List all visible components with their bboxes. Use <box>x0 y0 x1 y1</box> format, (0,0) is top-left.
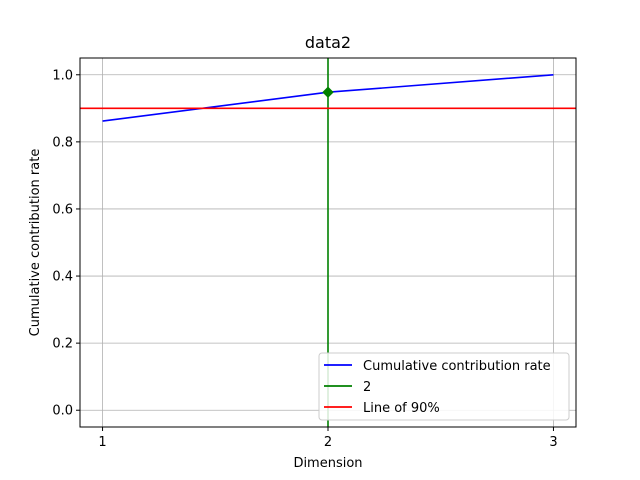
y-tick-label: 0.2 <box>52 337 73 352</box>
ticks: 0.0 0.2 0.4 0.6 0.8 1.0 1 2 3 <box>52 68 557 450</box>
chart-title: data2 <box>305 33 351 52</box>
y-tick-label: 0.0 <box>52 404 73 419</box>
y-tick-label: 0.6 <box>52 202 73 217</box>
y-axis-label: Cumulative contribution rate <box>28 149 43 337</box>
x-tick-label: 3 <box>549 435 557 450</box>
legend-entry-label: Cumulative contribution rate <box>363 359 551 374</box>
y-tick-label: 0.4 <box>52 270 73 285</box>
y-tick-label: 1.0 <box>52 68 73 83</box>
marker-diamond <box>322 86 334 98</box>
y-tick-label: 0.8 <box>52 135 73 150</box>
legend-entry-label: 2 <box>363 380 371 395</box>
legend: Cumulative contribution rate 2 Line of 90% <box>318 352 570 421</box>
x-tick-label: 1 <box>98 435 106 450</box>
x-tick-label: 2 <box>324 435 332 450</box>
x-axis-label: Dimension <box>293 456 362 471</box>
legend-entry-label: Line of 90% <box>363 401 440 416</box>
legend-box <box>318 352 570 421</box>
